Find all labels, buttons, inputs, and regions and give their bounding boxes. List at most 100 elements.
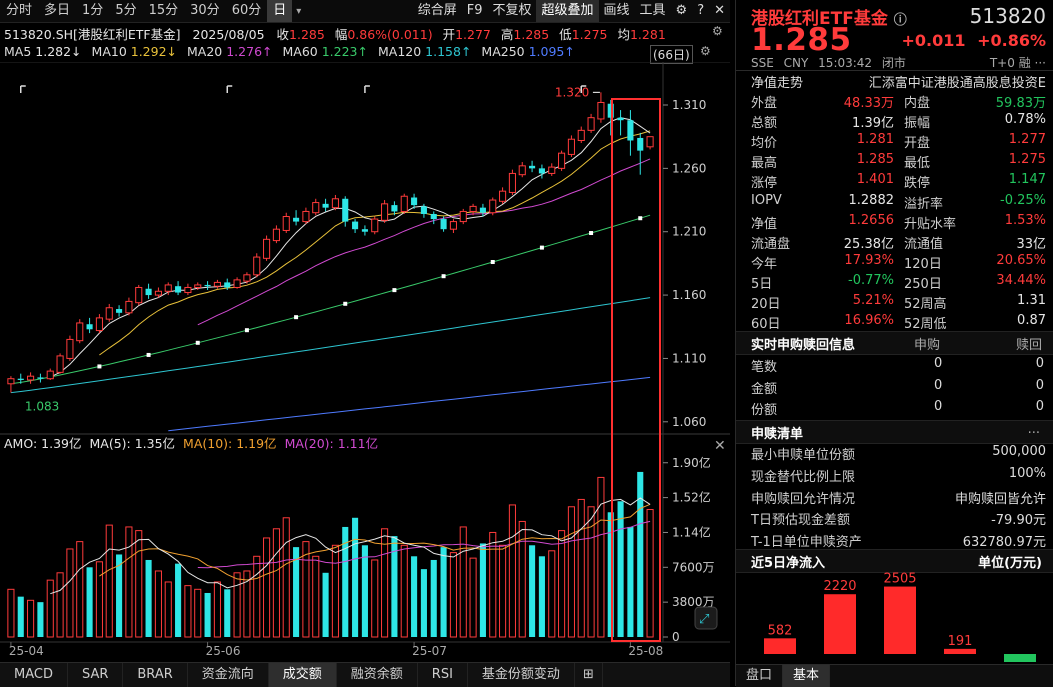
quote-label: 今年: [751, 256, 778, 272]
ma60-dot: [146, 352, 151, 357]
quote-value: 1.2882: [848, 192, 895, 208]
indicator-tab[interactable]: 基金份额变动: [468, 663, 575, 687]
open-value: 1.277: [455, 27, 491, 42]
quote-label: 内盘: [904, 96, 931, 111]
amo-ma5: MA(5): 1.35亿: [89, 436, 175, 451]
period-tab[interactable]: 5分: [115, 3, 137, 18]
settings-gear-icon[interactable]: ⚙: [675, 3, 688, 18]
list-more-button[interactable]: ...: [1027, 422, 1040, 437]
day-settings-icon[interactable]: ⚙: [700, 44, 711, 58]
period-tab[interactable]: 30分: [190, 3, 220, 18]
toolbar-item[interactable]: 不复权: [492, 3, 532, 18]
quote-value: 16.96%: [844, 313, 894, 329]
list-row-label: 申购赎回允许情况: [751, 491, 856, 507]
quote-label: 250日: [904, 276, 942, 292]
volume-bar: [37, 602, 44, 637]
indicator-tab[interactable]: RSI: [418, 663, 468, 687]
indicator-tab[interactable]: 成交额: [268, 663, 337, 687]
tplus-badge: T+0: [989, 56, 1015, 70]
volume-bar: [617, 501, 624, 637]
sub-row-label: 金额: [751, 381, 778, 397]
event-flag-icon[interactable]: [580, 85, 587, 93]
quote-label: 5日: [751, 276, 773, 292]
volume-bar: [272, 528, 280, 638]
info-icon[interactable]: ⓘ: [893, 13, 907, 28]
candle-body: [352, 221, 359, 230]
settings-icon[interactable]: ⚙: [712, 24, 723, 38]
indicator-tab[interactable]: MACD: [0, 663, 68, 687]
high-marker: 1.320: [555, 85, 589, 99]
sub-row: 笔数 0 0: [751, 356, 1046, 375]
period-tab[interactable]: 1分: [82, 3, 104, 18]
quote-row: 最高 1.285 最低 1.275: [751, 152, 1046, 172]
event-flag-icon[interactable]: [364, 85, 370, 93]
quote-value: 1.281: [856, 132, 894, 148]
ma60-line: [10, 214, 651, 385]
candle-body: [272, 228, 280, 242]
quote-label: 升贴水率: [904, 216, 957, 232]
volume-bar: [411, 556, 418, 637]
days-label: (66日): [650, 45, 693, 64]
period-tab[interactable]: 多日: [44, 3, 71, 18]
volume-tick-label: 1.90亿: [672, 455, 711, 470]
margin-badge: 融: [1018, 56, 1031, 70]
period-toolbar: 分时 多日 1分 5分 15分 30分 60分日 ▾ 综合屏 F9 不复权 超级叠加 画线 工具 ⚙? ✕: [0, 0, 730, 23]
period-tab[interactable]: 15分: [148, 3, 179, 18]
candle-body: [607, 103, 614, 118]
volume-bar: [548, 550, 556, 638]
highlight-box: [611, 98, 661, 642]
toolbar-item[interactable]: 画线: [603, 3, 630, 18]
nav-trend-link[interactable]: 净值走势: [751, 76, 804, 91]
price-change-pct: +0.86%: [977, 31, 1046, 50]
quote-value: 1.401: [856, 172, 894, 188]
period-tab[interactable]: 分时: [6, 3, 33, 18]
add-indicator-icon[interactable]: ⊞: [575, 663, 603, 687]
quote-value: 5.21%: [852, 293, 894, 308]
toolbar-item[interactable]: F9: [466, 3, 483, 18]
high-label: 高: [500, 27, 514, 42]
event-flag-icon[interactable]: [226, 85, 233, 93]
close-indicator-icon[interactable]: ✕: [714, 438, 726, 454]
volume-bar: [66, 548, 74, 638]
list-title: 申赎清单: [751, 427, 804, 442]
dropdown-arrow-icon[interactable]: ▾: [296, 5, 302, 17]
ma60-dot: [294, 315, 299, 320]
candle-body: [233, 279, 241, 288]
toolbar-item[interactable]: 工具: [639, 3, 666, 18]
indicator-tab[interactable]: BRAR: [123, 663, 188, 687]
toolbar-item[interactable]: 综合屏: [417, 3, 457, 18]
volume-bar: [391, 536, 398, 637]
event-flag-icon[interactable]: [20, 85, 26, 93]
sub-row-redeem: 0: [1035, 377, 1044, 393]
toolbar-item[interactable]: 超级叠加: [536, 0, 599, 22]
quote-label: 流通值: [904, 236, 944, 252]
period-tab[interactable]: 60分: [231, 3, 262, 18]
ma-item: MA250 1.095↑: [481, 44, 574, 59]
indicator-tab[interactable]: 资金流向: [188, 663, 269, 687]
candle-body: [86, 324, 93, 330]
volume-bar: [7, 588, 15, 638]
candle-body: [125, 300, 133, 314]
panel-tab[interactable]: 基本: [783, 665, 831, 687]
volume-bar: [86, 567, 93, 637]
candle-body: [508, 172, 516, 193]
candle-body: [7, 378, 15, 385]
help-icon[interactable]: ?: [697, 3, 705, 18]
volume-bar: [558, 530, 566, 638]
price-tick-label: 1.310: [672, 98, 706, 112]
candle-body: [46, 370, 54, 380]
ma60-dot: [343, 301, 348, 306]
ma-label: MA20: [187, 44, 227, 59]
more-icon[interactable]: ···: [1034, 56, 1046, 70]
indicator-tab[interactable]: 融资余额: [337, 663, 418, 687]
indicator-tab[interactable]: SAR: [68, 663, 124, 687]
expand-button[interactable]: [694, 606, 718, 630]
period-tab[interactable]: 日: [267, 0, 293, 22]
price-tick-label: 1.060: [672, 415, 706, 429]
ma-item: MA120 1.158↑: [378, 44, 471, 59]
close-icon[interactable]: ✕: [714, 3, 725, 18]
candle-body: [459, 210, 467, 223]
panel-tab[interactable]: 盘口: [736, 665, 784, 687]
candle-body: [154, 290, 162, 296]
kline-chart[interactable]: 1.310 1.260 1.210 1.160 1.110 1.060 1.90亿 1.52亿…: [0, 62, 730, 662]
